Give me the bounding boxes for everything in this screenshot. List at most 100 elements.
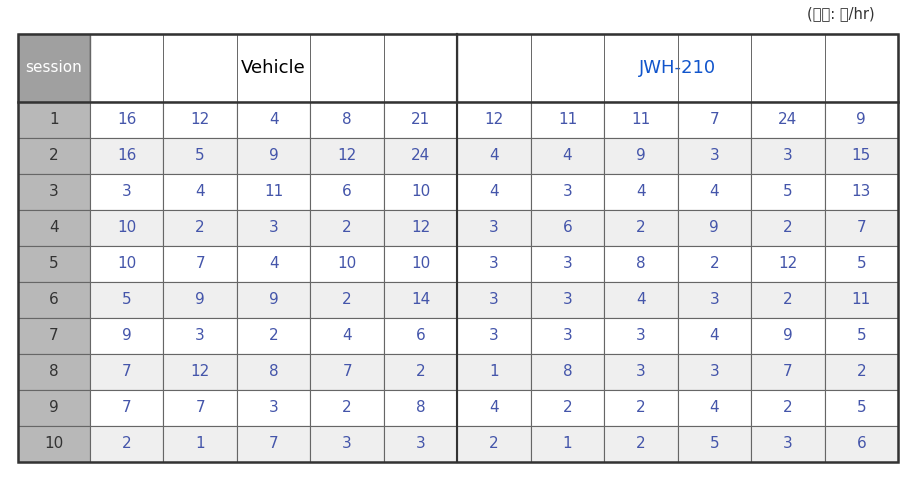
Bar	[457, 282, 530, 318]
Text: 2: 2	[343, 221, 352, 236]
Text: 6: 6	[49, 293, 59, 308]
Bar	[384, 318, 457, 354]
Bar	[824, 318, 898, 354]
Text: 9: 9	[122, 328, 132, 344]
Bar	[678, 174, 752, 210]
Text: 3: 3	[343, 436, 352, 451]
Text: 5: 5	[195, 148, 205, 164]
Text: 21: 21	[411, 113, 430, 127]
Bar	[237, 354, 310, 390]
Bar	[90, 426, 163, 462]
Bar	[530, 318, 604, 354]
Text: 3: 3	[563, 293, 572, 308]
Bar	[678, 210, 752, 246]
Bar	[18, 210, 90, 246]
Text: 9: 9	[49, 400, 59, 416]
Bar	[237, 318, 310, 354]
Text: 3: 3	[709, 148, 719, 164]
Text: 3: 3	[489, 293, 499, 308]
Text: 3: 3	[489, 221, 499, 236]
Text: 2: 2	[636, 436, 646, 451]
Bar	[310, 102, 384, 138]
Bar	[90, 102, 163, 138]
Bar	[457, 174, 530, 210]
Text: 10: 10	[44, 436, 64, 451]
Bar	[384, 174, 457, 210]
Bar	[752, 246, 824, 282]
Bar	[752, 390, 824, 426]
Bar	[237, 138, 310, 174]
Text: JWH-210: JWH-210	[639, 59, 717, 77]
Text: 4: 4	[343, 328, 352, 344]
Bar	[752, 354, 824, 390]
Text: 4: 4	[636, 293, 646, 308]
Text: 12: 12	[484, 113, 504, 127]
Bar	[163, 246, 237, 282]
Bar	[163, 174, 237, 210]
Bar	[163, 354, 237, 390]
Text: 10: 10	[117, 256, 136, 271]
Bar	[604, 354, 678, 390]
Bar	[310, 174, 384, 210]
Bar	[163, 102, 237, 138]
Text: 3: 3	[709, 293, 719, 308]
Bar	[824, 174, 898, 210]
Bar	[604, 246, 678, 282]
Text: 7: 7	[195, 256, 205, 271]
Bar	[90, 34, 457, 102]
Bar	[457, 138, 530, 174]
Text: 11: 11	[264, 185, 284, 199]
Bar	[457, 34, 898, 102]
Text: 6: 6	[415, 328, 426, 344]
Bar	[18, 34, 898, 462]
Bar	[163, 390, 237, 426]
Text: 2: 2	[195, 221, 205, 236]
Text: 3: 3	[636, 328, 646, 344]
Bar	[752, 426, 824, 462]
Bar	[530, 138, 604, 174]
Bar	[163, 426, 237, 462]
Bar	[384, 390, 457, 426]
Text: 7: 7	[783, 365, 793, 379]
Bar	[90, 318, 163, 354]
Text: 7: 7	[195, 400, 205, 416]
Text: 2: 2	[783, 293, 793, 308]
Bar	[457, 390, 530, 426]
Text: 2: 2	[415, 365, 426, 379]
Bar	[457, 246, 530, 282]
Text: 2: 2	[783, 400, 793, 416]
Bar	[384, 210, 457, 246]
Text: 5: 5	[857, 400, 866, 416]
Text: 5: 5	[49, 256, 59, 271]
Bar	[237, 102, 310, 138]
Bar	[163, 210, 237, 246]
Bar	[604, 282, 678, 318]
Text: 2: 2	[49, 148, 59, 164]
Text: 2: 2	[122, 436, 132, 451]
Text: 8: 8	[563, 365, 572, 379]
Bar	[530, 246, 604, 282]
Text: 4: 4	[269, 113, 278, 127]
Text: 3: 3	[489, 328, 499, 344]
Bar	[752, 318, 824, 354]
Bar	[90, 246, 163, 282]
Bar	[163, 282, 237, 318]
Text: 3: 3	[783, 436, 793, 451]
Bar	[18, 390, 90, 426]
Text: 9: 9	[195, 293, 205, 308]
Text: 4: 4	[49, 221, 59, 236]
Bar	[752, 138, 824, 174]
Bar	[237, 246, 310, 282]
Bar	[824, 246, 898, 282]
Text: Vehicle: Vehicle	[241, 59, 306, 77]
Text: 9: 9	[269, 148, 278, 164]
Bar	[457, 354, 530, 390]
Text: 5: 5	[709, 436, 719, 451]
Bar	[604, 426, 678, 462]
Text: 12: 12	[337, 148, 356, 164]
Text: 2: 2	[709, 256, 719, 271]
Text: 12: 12	[411, 221, 430, 236]
Bar	[678, 102, 752, 138]
Bar	[824, 390, 898, 426]
Text: 4: 4	[195, 185, 205, 199]
